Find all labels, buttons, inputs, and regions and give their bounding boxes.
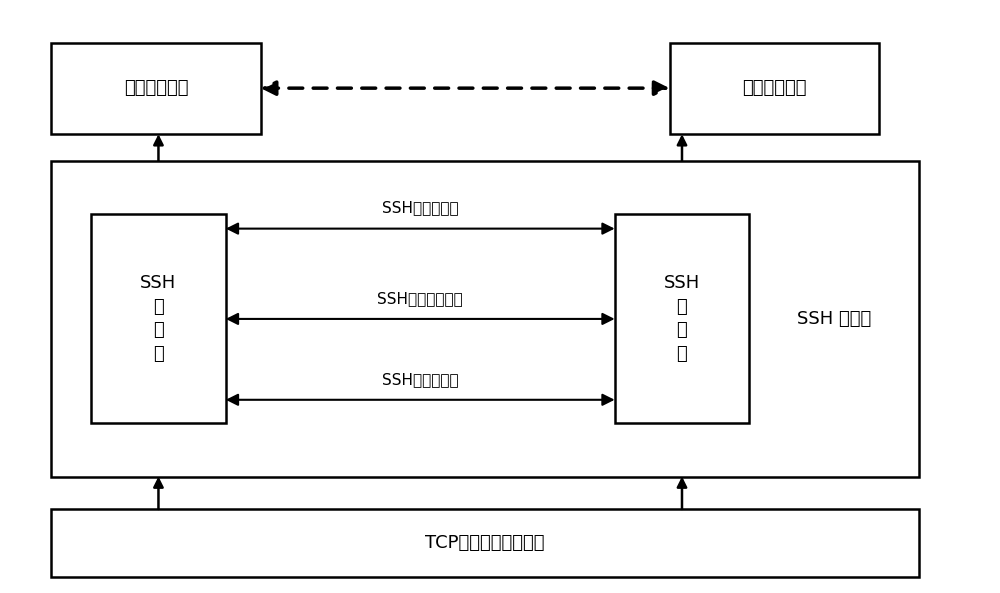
Text: 应用层客户端: 应用层客户端 [742,79,806,97]
Bar [51,161,919,477]
Bar [51,43,261,134]
Text: TCP或其他类型的连接: TCP或其他类型的连接 [425,534,545,552]
Bar [615,214,749,423]
Text: SSH
客
户
端: SSH 客 户 端 [140,274,177,363]
Text: SSH传输层协议: SSH传输层协议 [382,372,459,387]
Text: SSH用户认证协议: SSH用户认证协议 [377,291,463,306]
Text: SSH 协议层: SSH 协议层 [797,310,871,328]
Bar [670,43,879,134]
Bar [91,214,226,423]
Text: 应用层客户端: 应用层客户端 [124,79,188,97]
Text: SSH
服
务
器: SSH 服 务 器 [664,274,700,363]
Bar [51,509,919,577]
Text: SSH连接层协议: SSH连接层协议 [382,200,459,216]
